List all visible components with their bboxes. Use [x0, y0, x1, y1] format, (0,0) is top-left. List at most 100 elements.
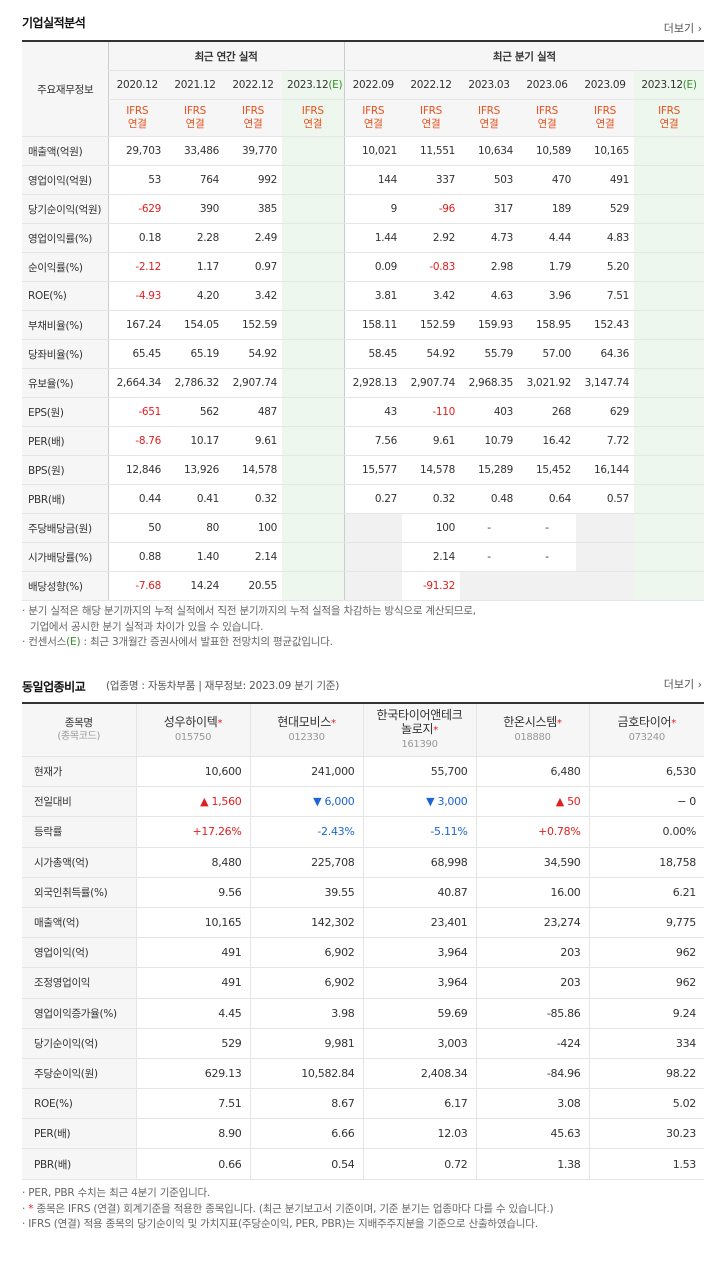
company-name-link[interactable]: 현대모비스	[277, 715, 331, 729]
table-cell	[282, 542, 344, 572]
table-cell	[634, 397, 705, 427]
note-line: 기업에서 공시한 분기 실적과 차이가 있을 수 있습니다.	[30, 620, 264, 633]
table-cell: 9.56	[135, 877, 250, 908]
table-cell: ▼ 6,000	[249, 786, 363, 818]
table-cell: 53	[107, 165, 166, 195]
table-cell: 6.17	[362, 1088, 476, 1120]
table-cell: 158.95	[518, 310, 576, 340]
table-cell: 764	[166, 165, 224, 195]
company-column-header[interactable]: 성우하이텍* 015750	[135, 703, 250, 757]
table-cell: 2.14	[224, 542, 282, 572]
ifrs-label: IFRS	[301, 105, 324, 117]
table-cell: 167.24	[107, 310, 166, 340]
period-label: 2023.12(E)	[641, 79, 697, 91]
company-code: 012330	[288, 732, 325, 743]
table-cell: 3.08	[475, 1088, 589, 1120]
period-header: 2023.12(E)	[634, 70, 705, 100]
company-name-link[interactable]: 성우하이텍	[163, 715, 218, 729]
table-row: 영업이익률(%) 0.18 2.28 2.49 1.44 2.92 4.73 4.44 4.83	[22, 223, 705, 253]
table-cell: 23,401	[362, 907, 476, 939]
table-cell: 6.66	[249, 1118, 363, 1150]
table-cell: 54.92	[224, 339, 282, 369]
table-cell: 30.23	[588, 1118, 704, 1150]
table-cell: 503	[460, 165, 518, 195]
table-cell: 14,578	[224, 455, 282, 485]
table-cell: 3.96	[518, 281, 576, 311]
table-cell	[282, 368, 344, 398]
table-cell	[634, 339, 705, 369]
table-row: 당기순이익(억) 529 9,981 3,003 -424 334	[22, 1028, 704, 1059]
more-link[interactable]: 더보기	[664, 20, 702, 36]
table-cell: 2,786.32	[166, 368, 224, 398]
company-name-link[interactable]: 한온시스템	[503, 715, 557, 729]
table-cell: 0.32	[224, 484, 282, 514]
table-cell: 3,964	[362, 967, 476, 999]
consolidated-label: 연결	[185, 118, 205, 130]
table-cell: 2,968.35	[460, 368, 518, 398]
ifrs-header: IFRS 연결	[224, 99, 282, 137]
table-row: 부채비율(%) 167.24 154.05 152.59 158.11 152.59 159…	[22, 310, 705, 340]
row-label: 유보율(%)	[22, 368, 108, 398]
table-cell: 1.53	[588, 1148, 704, 1180]
table-cell: -84.96	[475, 1058, 589, 1090]
company-column-header[interactable]: 현대모비스* 012330	[249, 703, 363, 757]
table-cell	[282, 281, 344, 311]
company-name-link[interactable]: 금호타이어	[617, 715, 672, 729]
ifrs-star-mark: *	[331, 718, 336, 729]
table-cell: 317	[460, 194, 518, 224]
row-label: 매출액(억원)	[22, 136, 108, 166]
table-cell: − 0	[588, 786, 704, 818]
table-cell: 962	[588, 937, 704, 969]
table-cell: 0.27	[343, 484, 402, 514]
table-cell: 0.00%	[588, 816, 704, 848]
table-cell: 15,577	[343, 455, 402, 485]
company-column-header[interactable]: 금호타이어* 073240	[588, 703, 704, 757]
table-cell: 241,000	[249, 756, 363, 788]
table-cell	[634, 281, 705, 311]
period-header: 2023.06	[518, 70, 576, 100]
table-cell: 3.42	[402, 281, 460, 311]
table-cell: 3.98	[249, 998, 363, 1029]
row-label: 등락률	[22, 816, 136, 848]
table-cell: 0.32	[402, 484, 460, 514]
company-column-header[interactable]: 한국타이어앤테크놀로지* 161390	[362, 703, 476, 757]
table-cell: 9	[343, 194, 402, 224]
company-name-link[interactable]: 한국타이어앤테크놀로지	[376, 708, 463, 736]
table-cell	[282, 339, 344, 369]
note-line: 종목은 IFRS (연결) 회계기준을 적용한 종목입니다. (최근 분기보고서…	[33, 1202, 554, 1215]
company-code: 015750	[174, 732, 212, 743]
table-cell	[576, 571, 634, 601]
table-cell	[460, 571, 518, 601]
table-cell: 68,998	[362, 847, 476, 878]
table-cell: 4.44	[518, 223, 576, 253]
ifrs-header: IFRS 연결	[343, 99, 402, 137]
table-cell: 203	[475, 967, 589, 999]
ifrs-label: IFRS	[594, 105, 616, 117]
ifrs-label: IFRS	[658, 105, 680, 117]
table-cell: 55,700	[362, 756, 476, 788]
table-cell	[576, 513, 634, 543]
group-quarter: 최근 분기 실적	[343, 41, 705, 71]
row-label: 영업이익(억원)	[22, 165, 108, 195]
table-cell: 65.45	[107, 339, 166, 369]
table-cell: 3,147.74	[576, 368, 634, 398]
table-cell	[634, 165, 705, 195]
table-cell: 0.72	[362, 1148, 476, 1180]
table-cell: -7.68	[107, 571, 166, 601]
table-cell: 4.73	[460, 223, 518, 253]
table-cell	[634, 368, 705, 398]
table-cell: 2,408.34	[362, 1058, 476, 1090]
period-header: 2023.12(E)	[282, 70, 344, 100]
table-cell: -424	[475, 1028, 589, 1059]
table-cell	[634, 484, 705, 514]
table-cell: 0.97	[224, 252, 282, 282]
company-column-header[interactable]: 한온시스템* 018880	[475, 703, 589, 757]
more-link[interactable]: 더보기	[664, 676, 702, 692]
table-cell: 390	[166, 194, 224, 224]
consolidated-label: 연결	[363, 118, 383, 130]
table-cell: ▲ 1,560	[135, 786, 250, 818]
table-cell: 5.20	[576, 252, 634, 282]
table-row: 매출액(억원) 29,703 33,486 39,770 10,021 11,551 10,…	[22, 136, 705, 166]
company-code: 018880	[514, 732, 551, 743]
row-label: EPS(원)	[22, 397, 108, 427]
